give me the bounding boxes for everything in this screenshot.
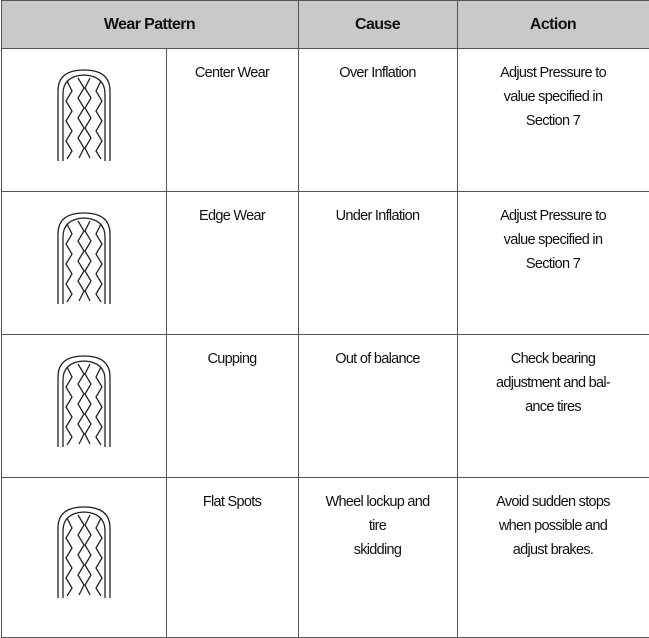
tire-icon — [53, 209, 115, 309]
action-line: ance tires — [459, 395, 648, 419]
pattern-image-cell — [1, 192, 166, 335]
cause-line: tire — [300, 514, 456, 538]
cause-line: Wheel lockup and — [300, 490, 456, 514]
action-line: value specified in — [459, 85, 648, 109]
pattern-name: Cupping — [166, 335, 298, 478]
action-line: Check bearing — [459, 347, 648, 371]
cause-line: skidding — [300, 538, 456, 562]
tire-icon — [53, 352, 115, 452]
pattern-image-cell — [1, 478, 166, 638]
tire-icon — [53, 503, 115, 603]
cause-cell: Under Inflation — [298, 192, 457, 335]
action-line: adjust brakes. — [459, 538, 648, 562]
pattern-name: Center Wear — [166, 49, 298, 192]
action-line: Avoid sudden stops — [459, 490, 648, 514]
tire-icon — [53, 66, 115, 166]
pattern-image-cell — [1, 49, 166, 192]
header-cell: Action — [457, 1, 649, 49]
action-line: adjustment and bal- — [459, 371, 648, 395]
action-line: Section 7 — [459, 109, 648, 133]
action-line: Adjust Pressure to — [459, 204, 648, 228]
action-line: Section 7 — [459, 252, 648, 276]
header-row: Wear Pattern Cause Action — [1, 1, 649, 49]
cause-line: Under Inflation — [300, 204, 456, 228]
cause-cell: Out of balance — [298, 335, 457, 478]
action-line: Adjust Pressure to — [459, 61, 648, 85]
pattern-image-cell — [1, 335, 166, 478]
cause-line: Over Inflation — [300, 61, 456, 85]
pattern-name: Edge Wear — [166, 192, 298, 335]
cause-line: Out of balance — [300, 347, 456, 371]
header-cell: Cause — [298, 1, 457, 49]
pattern-name: Flat Spots — [166, 478, 298, 638]
action-line: when possible and — [459, 514, 648, 538]
cause-cell: Over Inflation — [298, 49, 457, 192]
header-cell: Wear Pattern — [1, 1, 298, 49]
action-line: value specified in — [459, 228, 648, 252]
